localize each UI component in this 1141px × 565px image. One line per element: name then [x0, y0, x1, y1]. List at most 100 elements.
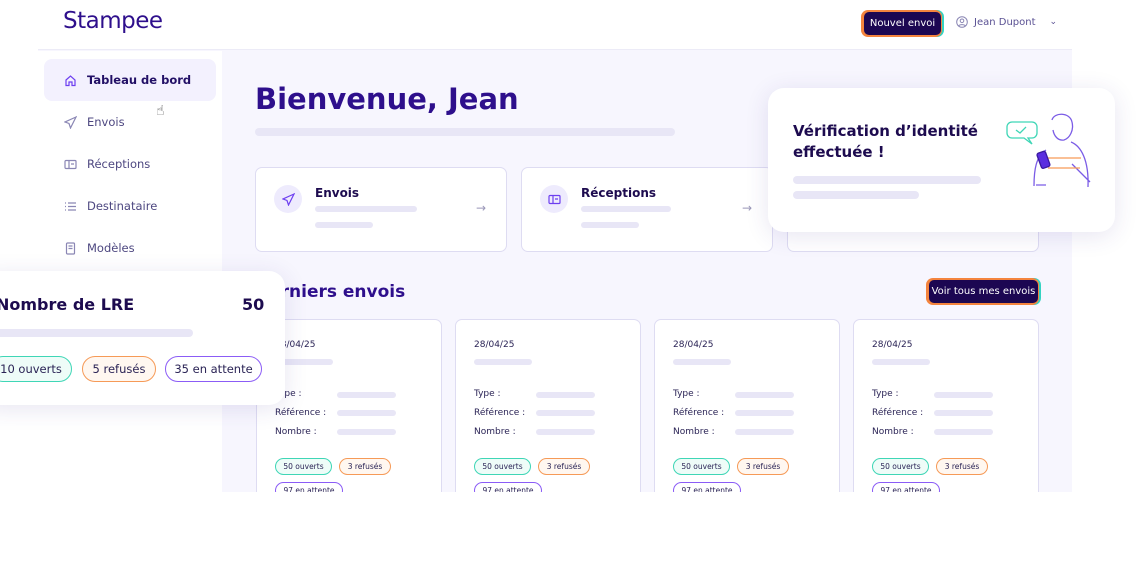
send-icon	[64, 115, 77, 129]
placeholder-bar	[337, 410, 396, 416]
lre-count-card: Nombre de LRE 50 10 ouverts 5 refusés 35…	[0, 271, 285, 405]
type-label: Type :	[872, 389, 899, 399]
user-name: Jean Dupont	[974, 16, 1036, 28]
placeholder-bar	[315, 206, 417, 212]
refused-badge: 5 refusés	[82, 356, 156, 382]
cursor-hand-icon: ☝	[156, 103, 165, 119]
home-icon	[65, 74, 76, 86]
user-menu[interactable]: Jean Dupont ⌄	[956, 16, 1057, 28]
sidebar-item-label: Tableau de bord	[87, 73, 192, 87]
count-label: Nombre :	[673, 427, 715, 437]
verification-title: Vérification d’identité effectuée !	[793, 121, 978, 163]
placeholder-bar	[581, 206, 671, 212]
user-icon	[956, 16, 968, 28]
pending-badge: 97 en attente	[872, 482, 940, 492]
sidebar-item-modeles[interactable]: Modèles	[44, 227, 216, 269]
pending-badge: 35 en attente	[165, 356, 262, 382]
document-icon	[65, 241, 76, 255]
send-date: 28/04/25	[275, 340, 316, 350]
summary-card-envois[interactable]: Envois →	[255, 167, 507, 252]
inbox-icon	[540, 185, 568, 213]
placeholder-bar	[793, 176, 981, 184]
person-phone-illustration	[1006, 113, 1091, 188]
refused-badge: 3 refusés	[339, 458, 391, 475]
pending-badge: 97 en attente	[673, 482, 741, 492]
placeholder-bar	[315, 222, 373, 228]
opened-badge: 50 ouverts	[872, 458, 929, 475]
recent-send-card[interactable]: 28/04/25 Type : Référence : Nombre : 50 …	[853, 319, 1039, 492]
header: Stampee Nouvel envoi Jean Dupont ⌄	[38, 0, 1072, 50]
new-send-button[interactable]: Nouvel envoi	[864, 12, 941, 35]
placeholder-bar	[934, 410, 993, 416]
logo[interactable]: Stampee	[63, 8, 163, 34]
chevron-down-icon: ⌄	[1049, 17, 1058, 27]
refused-badge: 3 refusés	[936, 458, 988, 475]
inbox-icon	[64, 159, 77, 169]
pending-badge: 97 en attente	[474, 482, 542, 492]
card-label: Réceptions	[581, 186, 656, 200]
placeholder-bar	[536, 429, 595, 435]
sidebar-item-label: Réceptions	[87, 157, 151, 171]
send-date: 28/04/25	[673, 340, 714, 350]
recent-send-card[interactable]: 28/04/25 Type : Référence : Nombre : 50 …	[256, 319, 442, 492]
placeholder-bar	[0, 329, 193, 337]
reference-label: Référence :	[673, 408, 725, 418]
placeholder-bar	[536, 392, 595, 398]
arrow-right-icon: →	[476, 201, 487, 215]
count-label: Nombre :	[474, 427, 516, 437]
card-label: Envois	[315, 186, 360, 200]
title-line: effectuée !	[793, 143, 885, 161]
opened-badge: 50 ouverts	[673, 458, 730, 475]
placeholder-bar	[337, 392, 396, 398]
reference-label: Référence :	[474, 408, 526, 418]
type-label: Type :	[474, 389, 501, 399]
sidebar-item-destinataire[interactable]: Destinataire	[44, 185, 216, 227]
count-label: Nombre :	[275, 427, 317, 437]
placeholder-bar	[581, 222, 639, 228]
arrow-right-icon: →	[742, 201, 753, 215]
placeholder-bar	[735, 429, 794, 435]
refused-badge: 3 refusés	[737, 458, 789, 475]
lre-total: 50	[242, 295, 265, 314]
placeholder-bar	[337, 429, 396, 435]
sidebar-item-label: Envois	[87, 115, 125, 129]
placeholder-bar	[275, 359, 333, 365]
refused-badge: 3 refusés	[538, 458, 590, 475]
app-window: Stampee Nouvel envoi Jean Dupont ⌄ Table…	[38, 0, 1072, 492]
pending-badge: 97 en attente	[275, 482, 343, 492]
placeholder-bar	[934, 429, 993, 435]
placeholder-bar	[673, 359, 731, 365]
sidebar-item-label: Destinataire	[87, 199, 158, 213]
type-label: Type :	[673, 389, 700, 399]
placeholder-bar	[735, 410, 794, 416]
lre-title: Nombre de LRE	[0, 295, 135, 314]
placeholder-bar	[934, 392, 993, 398]
recent-send-card[interactable]: 28/04/25 Type : Référence : Nombre : 50 …	[455, 319, 641, 492]
placeholder-bar	[474, 359, 532, 365]
sidebar-item-label: Modèles	[87, 241, 135, 255]
list-icon	[65, 201, 76, 211]
placeholder-bar	[255, 128, 675, 136]
type-label: Type :	[275, 389, 302, 399]
recent-send-card[interactable]: 28/04/25 Type : Référence : Nombre : 50 …	[654, 319, 840, 492]
placeholder-bar	[536, 410, 595, 416]
sidebar-item-envois[interactable]: Envois	[44, 101, 216, 143]
reference-label: Référence :	[275, 408, 327, 418]
opened-badge: 50 ouverts	[275, 458, 332, 475]
section-title: Derniers envois	[255, 282, 406, 302]
count-label: Nombre :	[872, 427, 914, 437]
page-title: Bienvenue, Jean	[255, 82, 519, 116]
send-icon	[274, 185, 302, 213]
send-date: 28/04/25	[872, 340, 913, 350]
placeholder-bar	[872, 359, 930, 365]
send-date: 28/04/25	[474, 340, 515, 350]
see-all-sends-button[interactable]: Voir tous mes envois	[929, 280, 1038, 303]
opened-badge: 50 ouverts	[474, 458, 531, 475]
sidebar-item-dashboard[interactable]: Tableau de bord	[44, 59, 216, 101]
title-line: Vérification d’identité	[793, 122, 978, 140]
placeholder-bar	[793, 191, 919, 199]
reference-label: Référence :	[872, 408, 924, 418]
identity-verified-card: Vérification d’identité effectuée !	[768, 88, 1115, 232]
summary-card-receptions[interactable]: Réceptions →	[521, 167, 773, 252]
sidebar-item-receptions[interactable]: Réceptions	[44, 143, 216, 185]
